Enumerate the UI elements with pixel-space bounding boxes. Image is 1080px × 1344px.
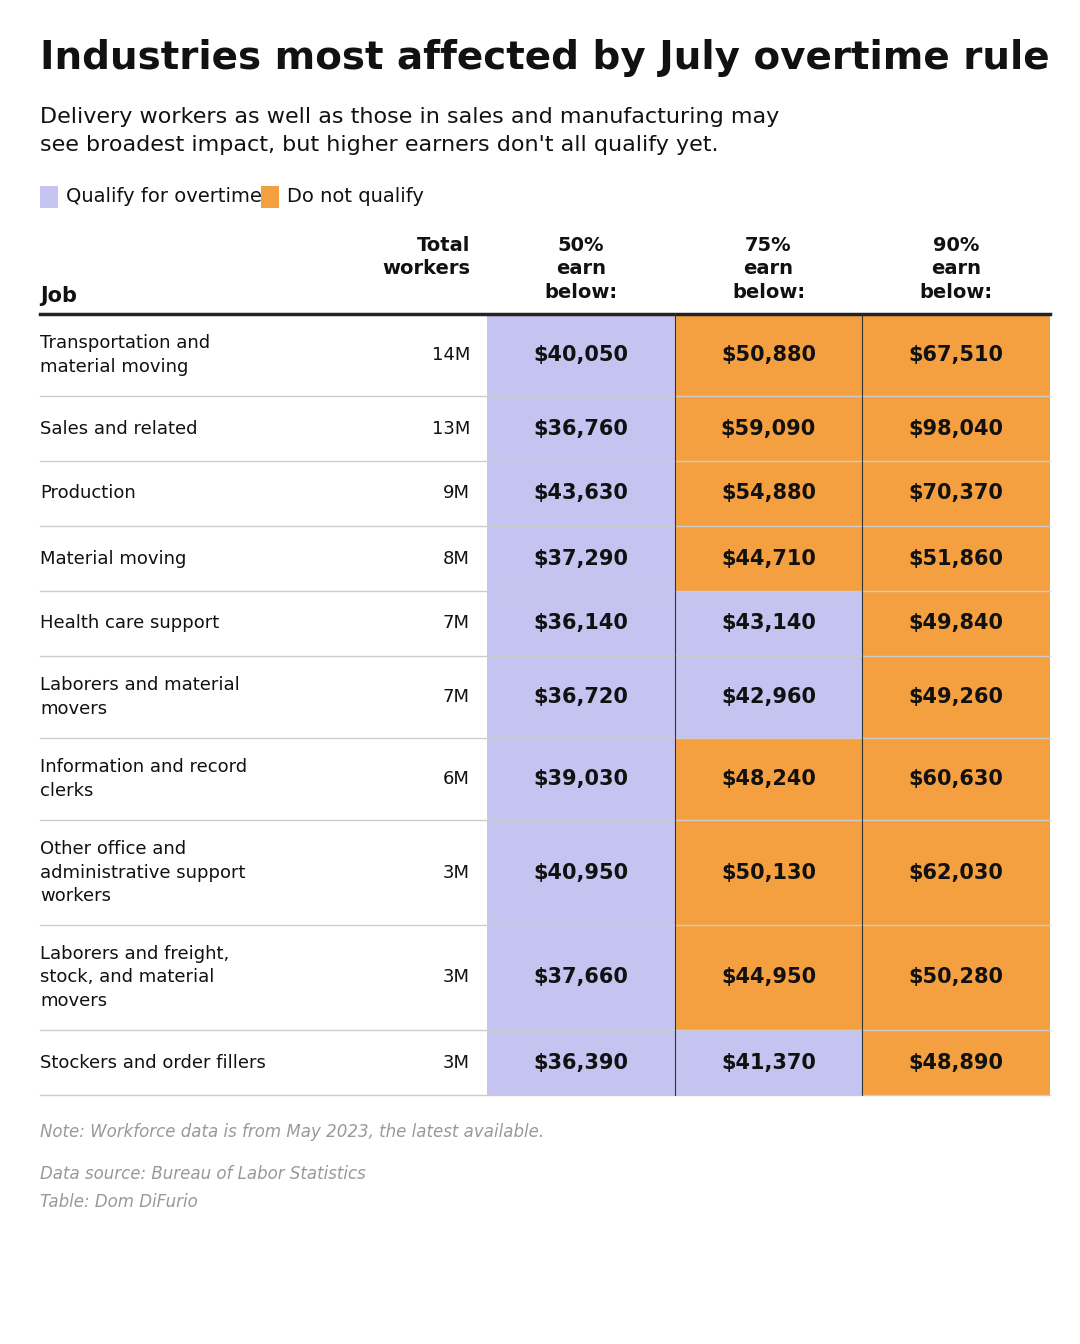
Text: 9M: 9M	[443, 484, 470, 503]
Text: $43,630: $43,630	[534, 484, 629, 504]
Text: Job: Job	[40, 286, 77, 306]
Text: Do not qualify: Do not qualify	[287, 188, 423, 207]
Text: Transportation and
material moving: Transportation and material moving	[40, 335, 211, 376]
Text: $37,660: $37,660	[534, 968, 629, 988]
Text: Delivery workers as well as those in sales and manufacturing may
see broadest im: Delivery workers as well as those in sal…	[40, 108, 780, 155]
Text: $50,880: $50,880	[721, 345, 816, 366]
Text: $48,240: $48,240	[721, 769, 815, 789]
FancyBboxPatch shape	[862, 1030, 1050, 1095]
Text: Laborers and material
movers: Laborers and material movers	[40, 676, 240, 718]
Text: $49,840: $49,840	[908, 613, 1003, 633]
FancyBboxPatch shape	[487, 820, 675, 925]
Text: 3M: 3M	[443, 969, 470, 986]
Text: $36,140: $36,140	[534, 613, 629, 633]
Text: $40,950: $40,950	[534, 863, 629, 883]
Text: 3M: 3M	[443, 1054, 470, 1071]
Text: $51,860: $51,860	[908, 548, 1003, 569]
Text: $70,370: $70,370	[908, 484, 1003, 504]
Text: Data source: Bureau of Labor Statistics
Table: Dom DiFurio: Data source: Bureau of Labor Statistics …	[40, 1165, 366, 1211]
Text: Industries most affected by July overtime rule: Industries most affected by July overtim…	[40, 39, 1050, 77]
FancyBboxPatch shape	[675, 925, 862, 1030]
Text: $48,890: $48,890	[908, 1052, 1003, 1073]
FancyBboxPatch shape	[862, 314, 1050, 396]
FancyBboxPatch shape	[487, 738, 675, 820]
Text: $40,050: $40,050	[534, 345, 629, 366]
Text: $41,370: $41,370	[721, 1052, 815, 1073]
FancyBboxPatch shape	[862, 526, 1050, 591]
Text: $67,510: $67,510	[908, 345, 1003, 366]
Text: Other office and
administrative support
workers: Other office and administrative support …	[40, 840, 245, 905]
FancyBboxPatch shape	[675, 396, 862, 461]
Text: Note: Workforce data is from May 2023, the latest available.: Note: Workforce data is from May 2023, t…	[40, 1124, 544, 1141]
Text: Information and record
clerks: Information and record clerks	[40, 758, 247, 800]
FancyBboxPatch shape	[862, 925, 1050, 1030]
FancyBboxPatch shape	[862, 396, 1050, 461]
Text: Health care support: Health care support	[40, 614, 219, 633]
FancyBboxPatch shape	[487, 526, 675, 591]
Text: Total
workers: Total workers	[382, 237, 470, 278]
Text: $50,130: $50,130	[721, 863, 816, 883]
Text: 8M: 8M	[443, 550, 470, 567]
Text: $59,090: $59,090	[720, 418, 816, 438]
FancyBboxPatch shape	[487, 396, 675, 461]
Text: Qualify for overtime: Qualify for overtime	[66, 188, 261, 207]
FancyBboxPatch shape	[261, 185, 279, 208]
FancyBboxPatch shape	[675, 820, 862, 925]
FancyBboxPatch shape	[862, 738, 1050, 820]
FancyBboxPatch shape	[675, 656, 862, 738]
FancyBboxPatch shape	[487, 461, 675, 526]
Text: 50%
earn
below:: 50% earn below:	[544, 237, 618, 302]
FancyBboxPatch shape	[40, 185, 58, 208]
FancyBboxPatch shape	[487, 591, 675, 656]
Text: 6M: 6M	[443, 770, 470, 788]
FancyBboxPatch shape	[487, 1030, 675, 1095]
Text: $42,960: $42,960	[721, 687, 816, 707]
Text: $43,140: $43,140	[721, 613, 815, 633]
FancyBboxPatch shape	[862, 591, 1050, 656]
FancyBboxPatch shape	[675, 461, 862, 526]
Text: $62,030: $62,030	[908, 863, 1003, 883]
Text: $98,040: $98,040	[908, 418, 1003, 438]
Text: Sales and related: Sales and related	[40, 419, 198, 438]
Text: 7M: 7M	[443, 614, 470, 633]
Text: $44,950: $44,950	[721, 968, 816, 988]
Text: $36,720: $36,720	[534, 687, 629, 707]
FancyBboxPatch shape	[675, 526, 862, 591]
Text: 3M: 3M	[443, 863, 470, 882]
Text: $50,280: $50,280	[908, 968, 1003, 988]
Text: Stockers and order fillers: Stockers and order fillers	[40, 1054, 266, 1071]
Text: $49,260: $49,260	[908, 687, 1003, 707]
FancyBboxPatch shape	[862, 820, 1050, 925]
Text: 75%
earn
below:: 75% earn below:	[732, 237, 805, 302]
FancyBboxPatch shape	[487, 656, 675, 738]
FancyBboxPatch shape	[862, 461, 1050, 526]
Text: 7M: 7M	[443, 688, 470, 706]
Text: $44,710: $44,710	[721, 548, 815, 569]
Text: $37,290: $37,290	[534, 548, 629, 569]
Text: $60,630: $60,630	[908, 769, 1003, 789]
FancyBboxPatch shape	[862, 656, 1050, 738]
FancyBboxPatch shape	[487, 314, 675, 396]
FancyBboxPatch shape	[675, 1030, 862, 1095]
Text: $54,880: $54,880	[721, 484, 816, 504]
Text: $36,390: $36,390	[534, 1052, 629, 1073]
Text: 14M: 14M	[432, 345, 470, 364]
FancyBboxPatch shape	[675, 314, 862, 396]
FancyBboxPatch shape	[675, 591, 862, 656]
Text: $39,030: $39,030	[534, 769, 629, 789]
Text: $36,760: $36,760	[534, 418, 629, 438]
Text: Laborers and freight,
stock, and material
movers: Laborers and freight, stock, and materia…	[40, 945, 229, 1009]
Text: 13M: 13M	[432, 419, 470, 438]
Text: Material moving: Material moving	[40, 550, 187, 567]
Text: 90%
earn
below:: 90% earn below:	[919, 237, 993, 302]
FancyBboxPatch shape	[487, 925, 675, 1030]
Text: Production: Production	[40, 484, 136, 503]
FancyBboxPatch shape	[675, 738, 862, 820]
